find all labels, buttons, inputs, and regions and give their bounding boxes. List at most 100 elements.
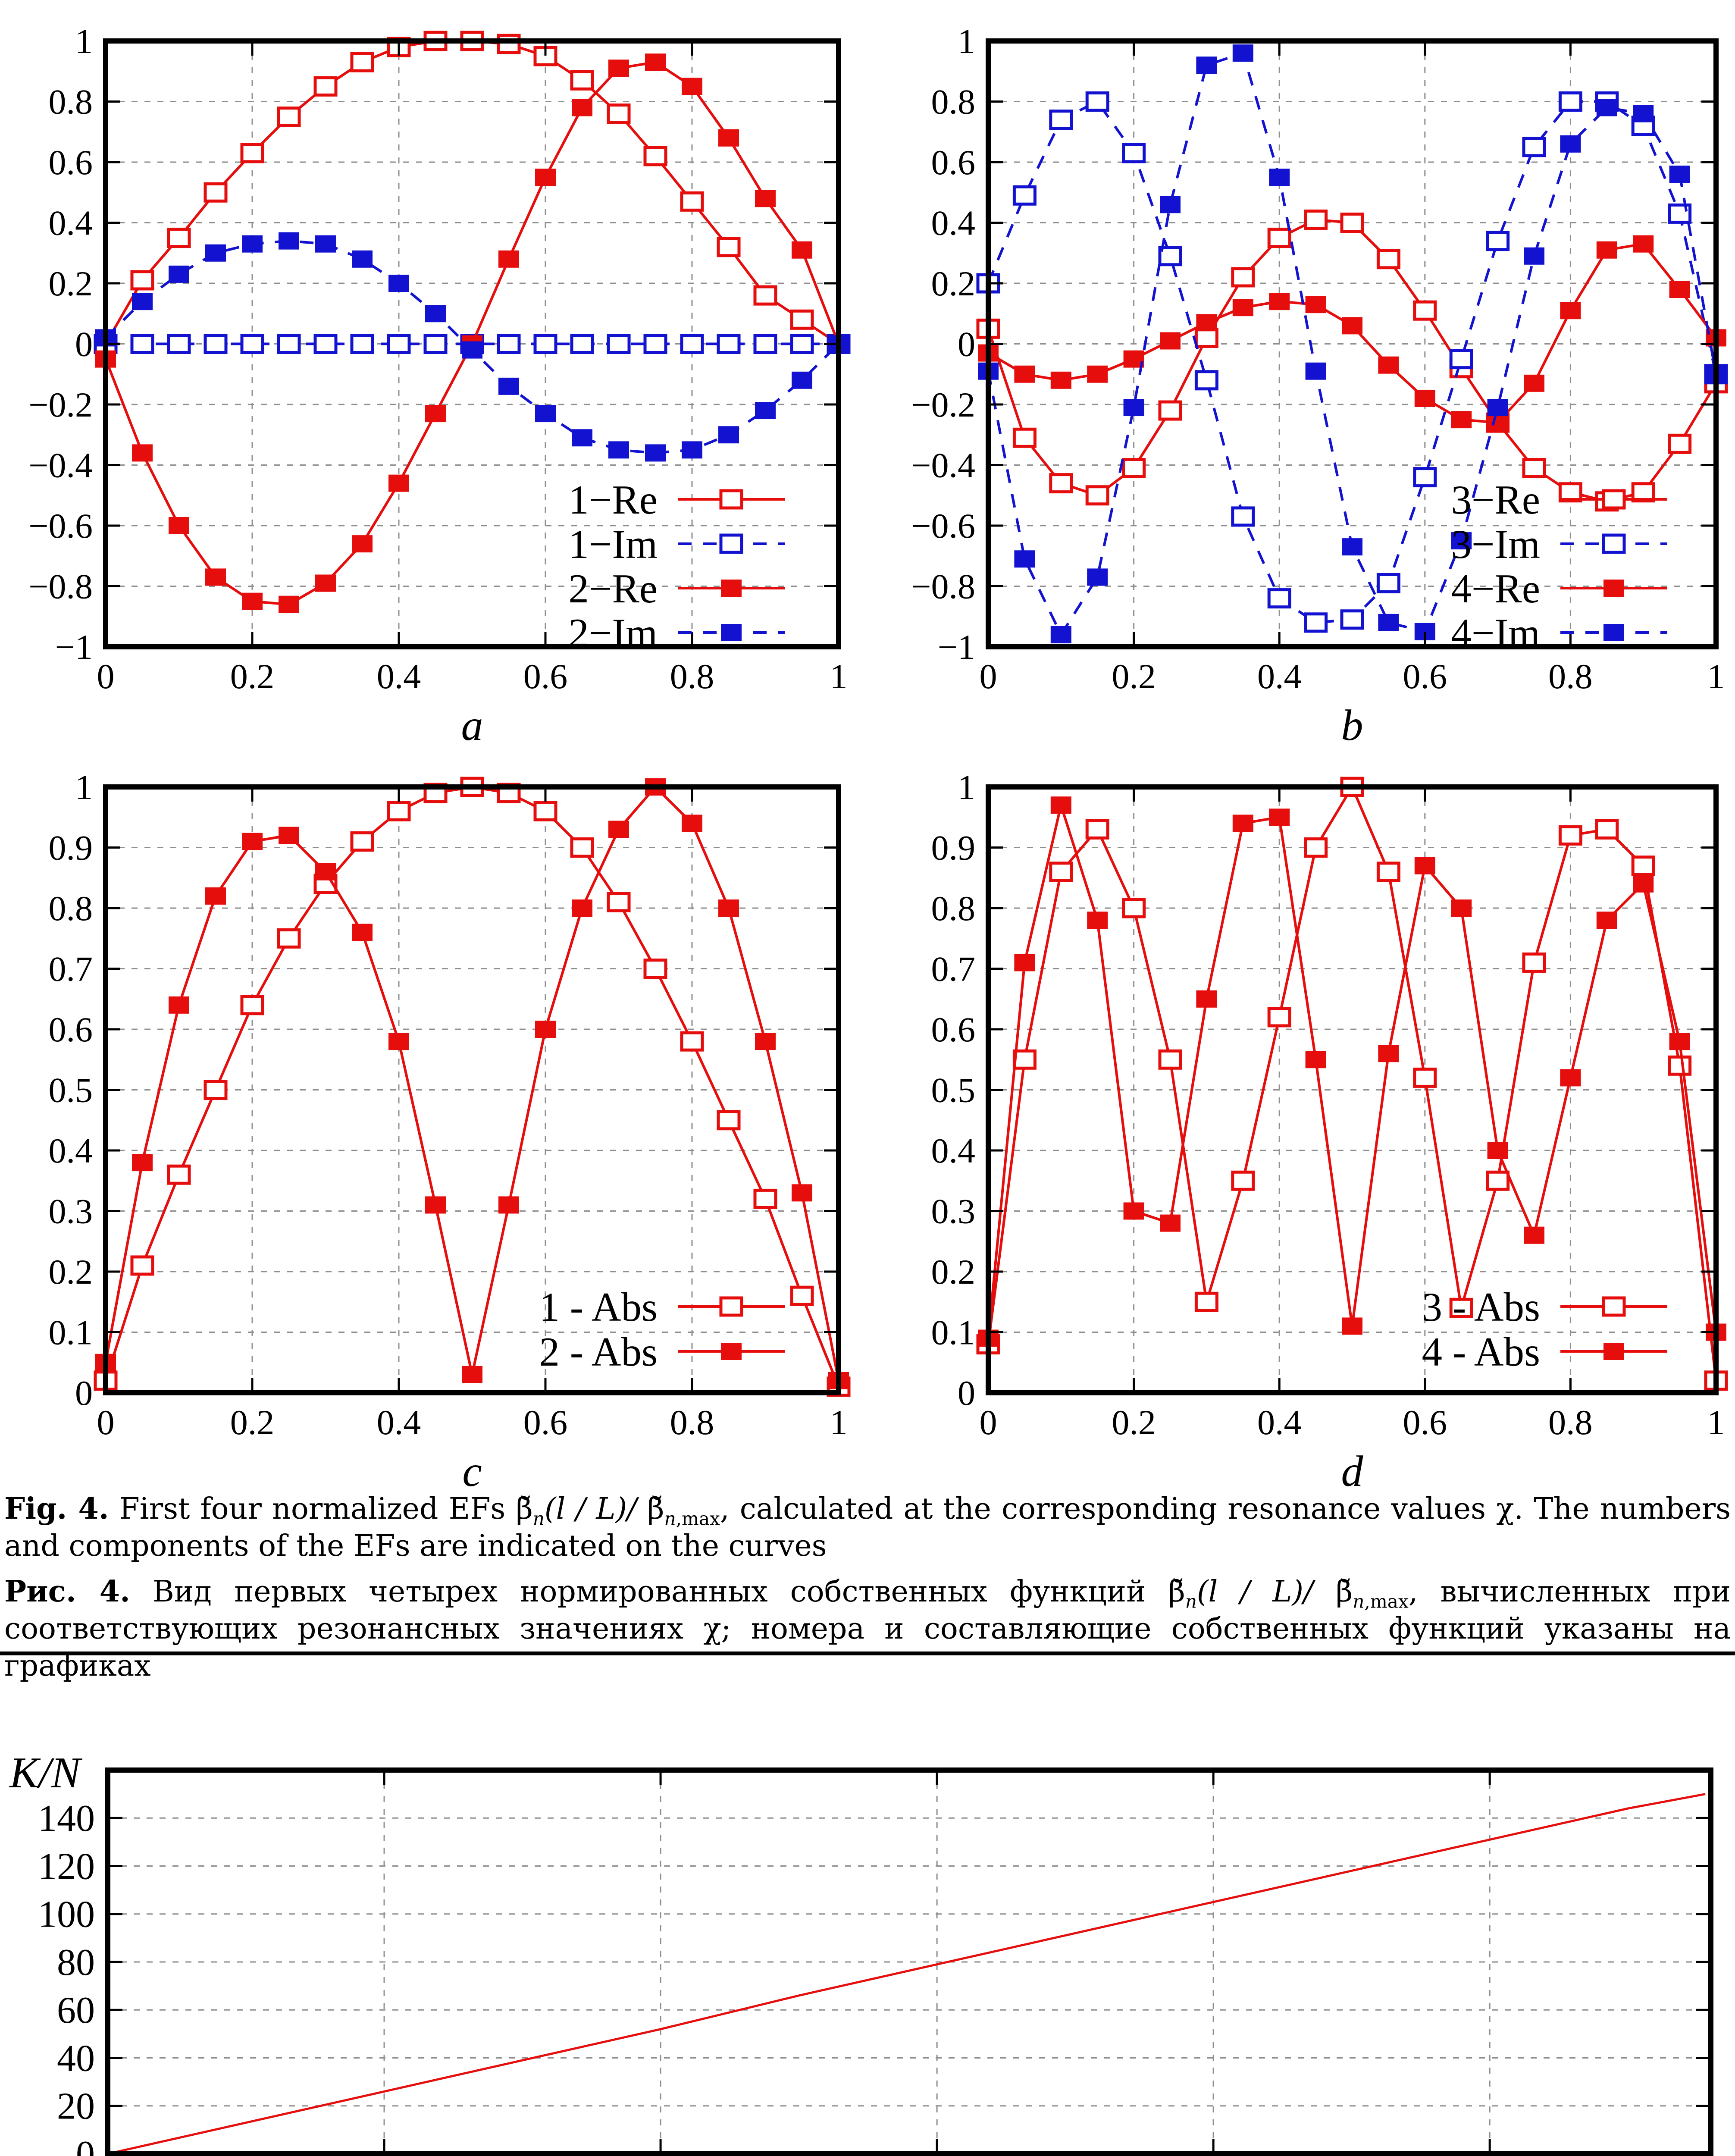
open-square-marker bbox=[570, 837, 594, 858]
svg-text:−0.8: −0.8 bbox=[28, 567, 93, 606]
chart-svg-b: 0 0.2 0.4 0.6 0.8 1 1 0.8 0.6 0.4 0.2 0 −0.2 −0.4 −0.6… bbox=[911, 22, 1728, 746]
series-4-Abs bbox=[978, 796, 1726, 1347]
open-square-marker bbox=[753, 1188, 777, 1209]
filled-square-marker bbox=[498, 377, 519, 395]
svg-text:−0.4: −0.4 bbox=[28, 445, 93, 485]
open-square-marker bbox=[1085, 819, 1109, 840]
subplot-b: 0 0.2 0.4 0.6 0.8 1 1 0.8 0.6 0.4 0.2 0 −0.2 −0.4 −0.6… bbox=[868, 0, 1735, 746]
filled-square-marker bbox=[205, 568, 226, 586]
open-square-marker bbox=[1012, 427, 1037, 448]
series-4−Im bbox=[978, 44, 1726, 643]
filled-square-marker bbox=[1014, 365, 1035, 383]
filled-square-marker bbox=[792, 1184, 812, 1202]
open-square-marker bbox=[1595, 819, 1619, 840]
svg-text:1: 1 bbox=[75, 768, 93, 807]
filled-square-marker bbox=[1196, 56, 1217, 74]
filled-square-marker bbox=[1560, 1069, 1581, 1087]
filled-square-marker bbox=[1269, 293, 1290, 310]
open-square-marker bbox=[1122, 143, 1146, 163]
filled-square-marker bbox=[315, 235, 336, 253]
open-square-marker bbox=[570, 70, 594, 91]
open-square-marker bbox=[607, 103, 631, 124]
open-square-marker bbox=[643, 146, 667, 166]
filled-square-marker bbox=[535, 169, 556, 186]
caption-russian-text: Рис. 4. Вид первых четырех нормированных… bbox=[4, 1573, 1731, 1685]
open-square-marker bbox=[240, 143, 264, 163]
beta-symbol: β̆ bbox=[647, 1492, 664, 1526]
open-square-marker bbox=[719, 533, 743, 554]
svg-text:0.8: 0.8 bbox=[49, 889, 93, 928]
svg-text:0.2: 0.2 bbox=[49, 264, 93, 303]
svg-text:0.9: 0.9 bbox=[49, 828, 93, 867]
legend-label: 2−Im bbox=[568, 610, 658, 656]
svg-text:−0.6: −0.6 bbox=[28, 506, 93, 545]
open-square-marker bbox=[1304, 837, 1328, 858]
open-square-marker bbox=[350, 334, 374, 354]
filled-square-marker bbox=[1633, 235, 1654, 253]
svg-text:0.8: 0.8 bbox=[1548, 657, 1593, 696]
open-square-marker bbox=[1049, 110, 1073, 130]
open-square-marker bbox=[1522, 952, 1546, 973]
filled-square-marker bbox=[1414, 389, 1435, 407]
legend-label: 2 - Abs bbox=[539, 1329, 658, 1375]
filled-square-marker bbox=[792, 371, 812, 389]
svg-text:−1: −1 bbox=[938, 627, 975, 667]
svg-text:0.4: 0.4 bbox=[377, 657, 421, 696]
filled-square-marker bbox=[535, 405, 556, 423]
svg-text:1: 1 bbox=[75, 22, 93, 61]
filled-square-marker bbox=[1487, 414, 1508, 432]
open-square-marker bbox=[277, 928, 301, 949]
open-square-marker bbox=[717, 334, 741, 354]
svg-text:1: 1 bbox=[958, 22, 975, 61]
filled-square-marker bbox=[572, 429, 592, 447]
caption-en-before: First four normalized EFs bbox=[109, 1492, 516, 1526]
svg-text:0.8: 0.8 bbox=[931, 82, 976, 121]
filled-square-marker bbox=[1305, 1051, 1326, 1069]
filled-square-marker bbox=[1160, 1214, 1181, 1232]
filled-square-marker bbox=[425, 305, 446, 323]
filled-square-marker bbox=[1487, 1142, 1508, 1159]
open-square-marker bbox=[680, 191, 704, 212]
svg-text:0: 0 bbox=[97, 657, 115, 696]
chart-svg-a: 0 0.2 0.4 0.6 0.8 1 1 0.8 0.6 0.4 0.2 0 −0.2 −0.4 −0.6… bbox=[28, 22, 851, 746]
svg-text:−0.8: −0.8 bbox=[911, 567, 975, 606]
open-square-marker bbox=[240, 334, 264, 354]
subplot-a: 0 0.2 0.4 0.6 0.8 1 1 0.8 0.6 0.4 0.2 0 −0.2 −0.4 −0.6… bbox=[0, 0, 868, 746]
filled-square-marker bbox=[1633, 105, 1654, 122]
subplot-letter-b: b bbox=[1341, 701, 1363, 746]
filled-square-marker bbox=[1524, 247, 1544, 265]
filled-square-marker bbox=[169, 265, 189, 283]
svg-text:0.1: 0.1 bbox=[931, 1313, 976, 1352]
open-square-marker bbox=[680, 1031, 704, 1052]
open-square-marker bbox=[1486, 1170, 1510, 1191]
filled-square-marker bbox=[132, 293, 153, 310]
series-4−Re bbox=[978, 235, 1726, 432]
open-square-marker bbox=[1194, 1291, 1218, 1312]
svg-text:0.2: 0.2 bbox=[931, 1252, 976, 1291]
filled-square-marker bbox=[1305, 362, 1326, 380]
caption-english: Fig. 4. First four normalized EFs β̆n(l … bbox=[4, 1490, 1731, 1565]
open-square-marker bbox=[240, 995, 264, 1015]
svg-text:−0.6: −0.6 bbox=[911, 506, 975, 545]
series-2−Re bbox=[95, 53, 849, 613]
svg-text:0.3: 0.3 bbox=[931, 1191, 976, 1231]
open-square-marker bbox=[1340, 213, 1364, 233]
open-square-marker bbox=[204, 334, 228, 354]
filled-square-marker bbox=[1269, 169, 1290, 186]
filled-square-marker bbox=[352, 535, 373, 553]
filled-square-marker bbox=[132, 444, 153, 462]
svg-text:0.4: 0.4 bbox=[931, 1131, 976, 1170]
caption-ru-after: , вычисленных при соответствующих резона… bbox=[4, 1575, 1731, 1683]
filled-square-marker bbox=[1087, 365, 1108, 383]
filled-square-marker bbox=[1123, 399, 1144, 417]
subplot-c: 0 0.2 0.4 0.6 0.8 1 1 0.9 0.8 0.7 0.6 0.5 0.4 0.3 0.2 0… bbox=[0, 746, 868, 1492]
open-square-marker bbox=[719, 1296, 743, 1317]
filled-square-marker bbox=[1451, 411, 1472, 429]
filled-square-marker bbox=[572, 899, 592, 917]
open-square-marker bbox=[790, 309, 814, 330]
svg-text:0.2: 0.2 bbox=[230, 1403, 275, 1442]
filled-square-marker bbox=[1596, 241, 1617, 259]
open-square-marker bbox=[204, 182, 228, 203]
svg-text:0.6: 0.6 bbox=[1403, 1403, 1447, 1442]
open-square-marker bbox=[1231, 267, 1255, 288]
